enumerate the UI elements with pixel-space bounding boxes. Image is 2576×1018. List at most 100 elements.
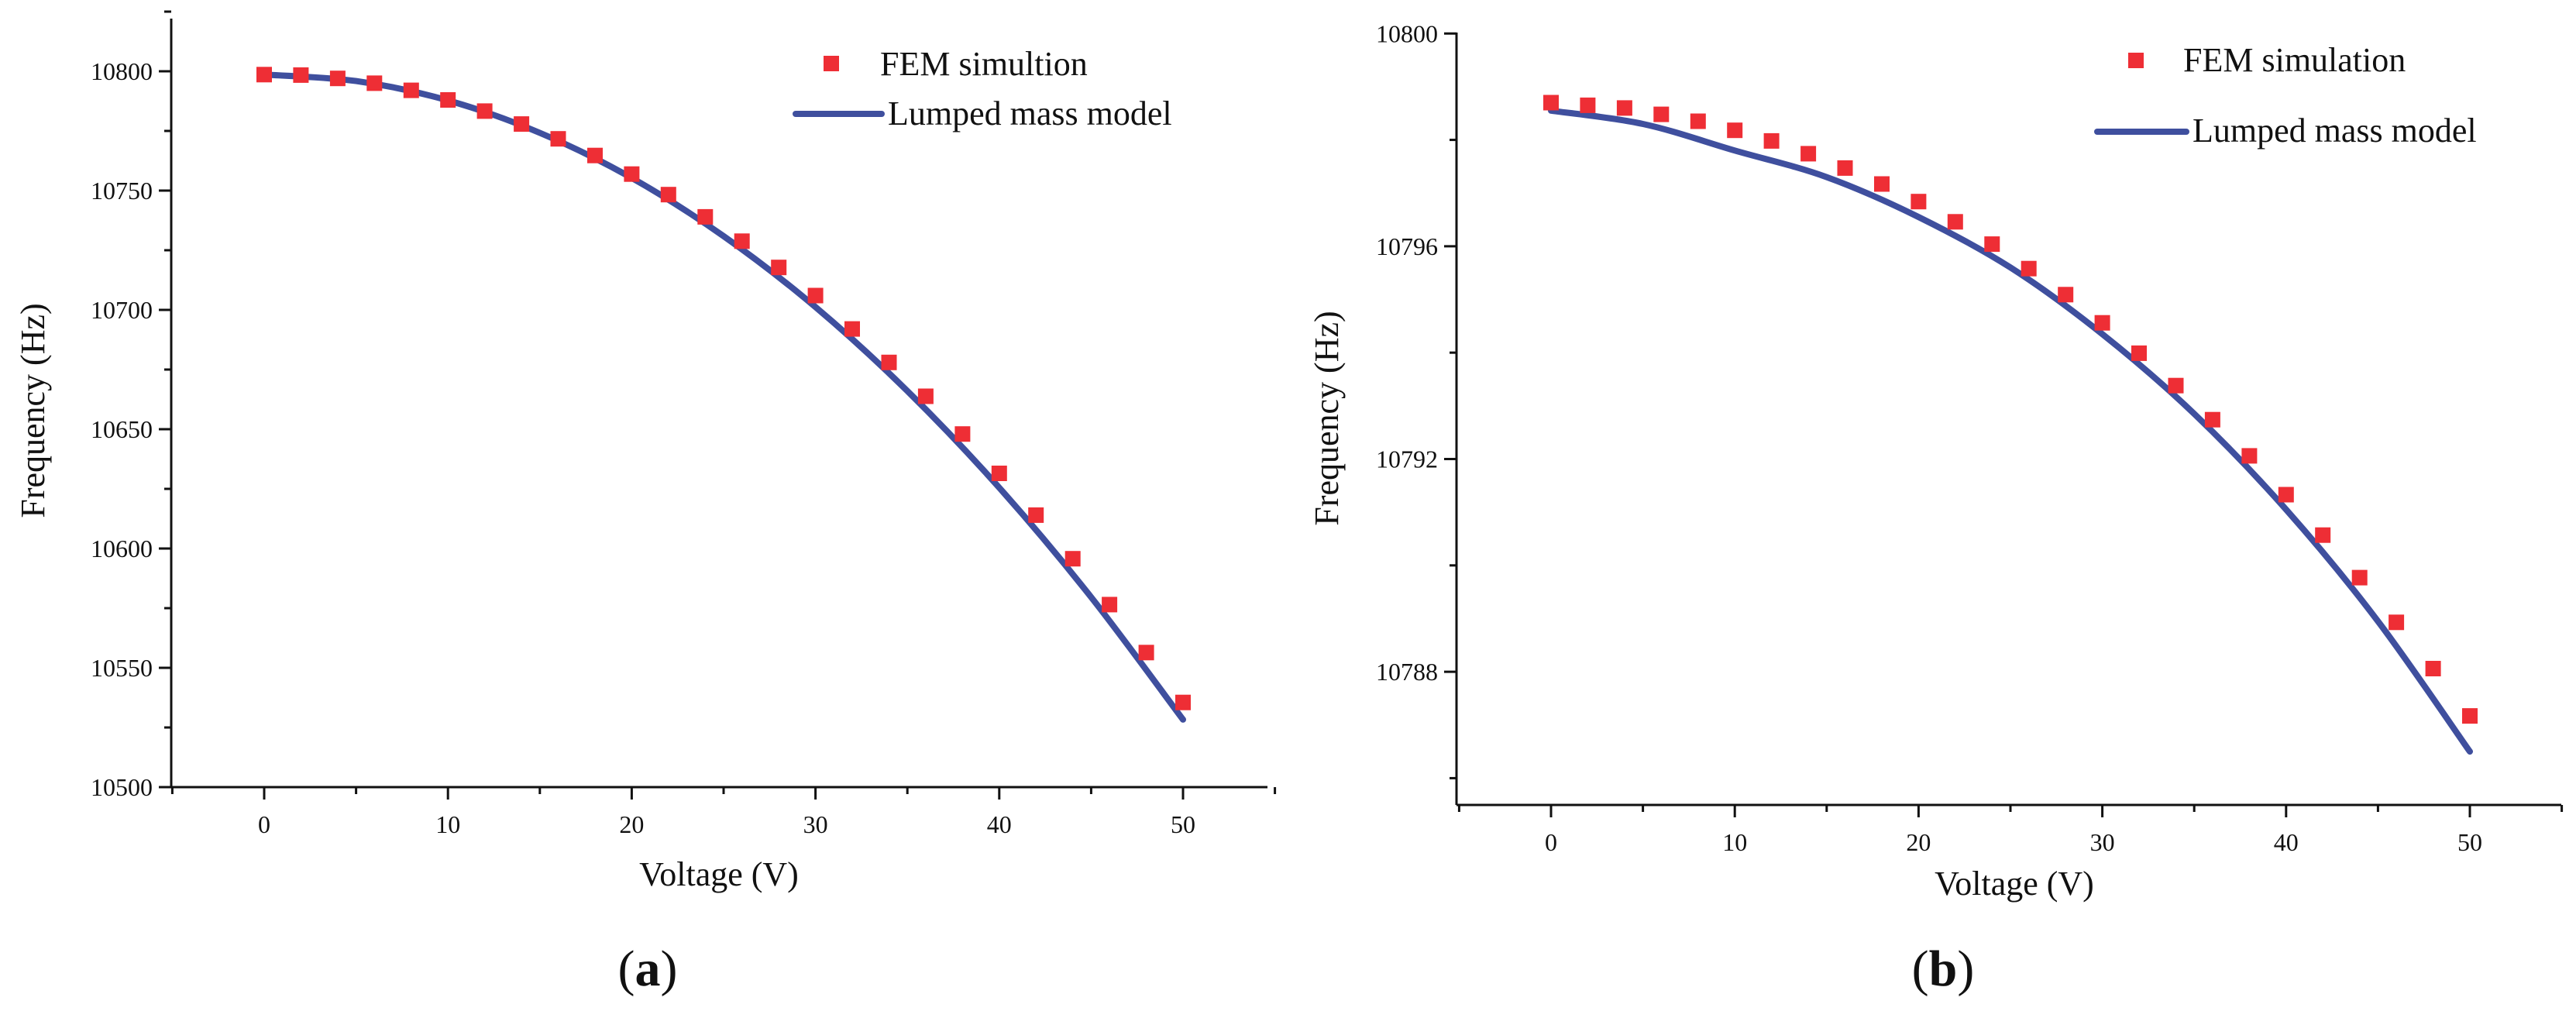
- y-tick-label: 10600: [91, 535, 153, 562]
- fem-data-point: [917, 388, 934, 404]
- fem-data-point: [2278, 487, 2294, 503]
- panel-a-fem-series: [256, 67, 1191, 710]
- fem-data-point: [2425, 661, 2441, 676]
- panel-b-label: (b): [1912, 941, 1975, 997]
- fem-data-point: [2094, 315, 2110, 331]
- x-tick-label: 0: [258, 810, 270, 838]
- panel-a-legend-model-label: Lumped mass model: [888, 95, 1172, 132]
- y-tick-label: 10800: [91, 57, 153, 85]
- panel-b-label-open: (: [1912, 941, 1929, 997]
- fem-data-point: [807, 287, 824, 304]
- fem-data-point: [1947, 214, 1963, 230]
- fem-data-point: [660, 187, 676, 203]
- fem-data-point: [1580, 97, 1596, 113]
- y-tick-label: 10700: [91, 296, 153, 324]
- x-tick-label: 10: [435, 810, 460, 838]
- fem-data-point: [2315, 527, 2331, 543]
- x-tick-label: 40: [987, 810, 1012, 838]
- fem-data-point: [403, 82, 419, 98]
- x-tick-label: 0: [1545, 828, 1557, 856]
- x-tick-label: 40: [2274, 828, 2299, 856]
- fem-data-point: [734, 233, 750, 249]
- fem-data-point: [514, 116, 530, 132]
- fem-data-point: [1138, 645, 1154, 661]
- x-tick-label: 50: [2457, 828, 2482, 856]
- y-tick-label: 10792: [1376, 445, 1438, 473]
- fem-data-point: [256, 67, 272, 83]
- panel-b-legend-fem-label: FEM simulation: [2183, 41, 2406, 79]
- panel-a-chart: 10500 10550 10600 10650 10700 10750 10800 0 10 2…: [14, 10, 1277, 997]
- panel-a-x-axis-title: Voltage (V): [639, 855, 799, 893]
- fem-data-point: [1727, 122, 1743, 139]
- fem-data-point: [476, 103, 493, 119]
- fem-data-point: [1837, 160, 1853, 176]
- x-tick-label: 30: [803, 810, 828, 838]
- fem-data-point: [1690, 113, 1706, 129]
- fem-data-point: [2168, 377, 2184, 394]
- panel-b-legend: FEM simulation Lumped mass model: [2094, 41, 2477, 150]
- panel-b-fem-series: [1543, 95, 2478, 724]
- fem-data-point: [2351, 569, 2368, 586]
- fem-data-point: [2058, 287, 2074, 303]
- fem-data-point: [2462, 708, 2478, 724]
- panel-a-model-series: [261, 71, 1186, 723]
- panel-b-chart: 10788 10792 10796 10800 0 10 20 30 40 50 Voltage…: [1308, 19, 2564, 997]
- panel-b-y-axis-title: Frequency (Hz): [1308, 311, 1346, 525]
- fem-data-point: [1616, 100, 1632, 116]
- y-tick-label: 10800: [1376, 19, 1438, 47]
- panel-a-y-axis-title: Frequency (Hz): [14, 303, 52, 518]
- fem-data-point: [1763, 132, 1780, 149]
- fem-data-point: [954, 426, 971, 442]
- panel-b-legend-fem-marker: [2128, 53, 2144, 68]
- x-tick-label: 20: [1906, 828, 1931, 856]
- fem-data-point: [771, 260, 787, 276]
- panel-a-plot-area: [170, 19, 1267, 789]
- fem-data-point: [1102, 597, 1118, 613]
- panel-a-legend-fem-marker: [824, 56, 839, 71]
- panel-a-label-letter: a: [635, 941, 661, 997]
- panel-a-legend: FEM simultion Lumped mass model: [793, 45, 1172, 132]
- fem-data-point: [329, 71, 346, 87]
- fem-data-point: [624, 166, 640, 182]
- fem-data-point: [2389, 614, 2405, 631]
- y-tick-label: 10788: [1376, 658, 1438, 686]
- y-tick-label: 10650: [91, 415, 153, 443]
- fem-data-point: [1175, 694, 1191, 710]
- fem-data-point: [366, 75, 383, 91]
- x-tick-label: 30: [2090, 828, 2115, 856]
- panel-b-x-axis-title: Voltage (V): [1935, 865, 2094, 903]
- panel-b-label-letter: b: [1929, 941, 1958, 997]
- panel-a-label-close: ): [661, 941, 678, 997]
- panel-a-label-open: (: [618, 941, 635, 997]
- fem-data-point: [1543, 95, 1559, 111]
- panel-b-label-close: ): [1957, 941, 1974, 997]
- fem-data-point: [2021, 260, 2037, 277]
- x-tick-label: 50: [1171, 810, 1195, 838]
- panel-a-label: (a): [618, 941, 678, 997]
- panel-a-y-ticks: 10500 10550 10600 10650 10700 10750 10800: [91, 10, 171, 801]
- fem-data-point: [2241, 448, 2258, 464]
- y-tick-label: 10500: [91, 773, 153, 801]
- fem-data-point: [991, 466, 1007, 481]
- panel-b-legend-model-label: Lumped mass model: [2193, 112, 2477, 150]
- fem-data-point: [1653, 106, 1670, 122]
- model-series-line: [261, 71, 1186, 723]
- fem-data-point: [2131, 345, 2147, 361]
- x-tick-label: 20: [619, 810, 644, 838]
- fem-data-point: [1064, 551, 1081, 567]
- fem-data-point: [1028, 507, 1044, 523]
- fem-data-point: [1800, 146, 1817, 162]
- fem-data-point: [587, 147, 603, 163]
- y-tick-label: 10796: [1376, 232, 1438, 260]
- fem-data-point: [844, 321, 860, 337]
- y-tick-label: 10550: [91, 654, 153, 682]
- fem-data-point: [881, 354, 897, 370]
- panel-b-model-series: [1548, 107, 2473, 755]
- fem-data-point: [1984, 236, 2000, 253]
- panel-a-x-ticks: 0 10 20 30 40 50: [170, 787, 1277, 838]
- y-tick-label: 10750: [91, 177, 153, 205]
- fem-data-point: [2204, 411, 2220, 428]
- panel-a-legend-fem-label: FEM simultion: [880, 45, 1088, 83]
- fem-data-point: [1911, 194, 1927, 210]
